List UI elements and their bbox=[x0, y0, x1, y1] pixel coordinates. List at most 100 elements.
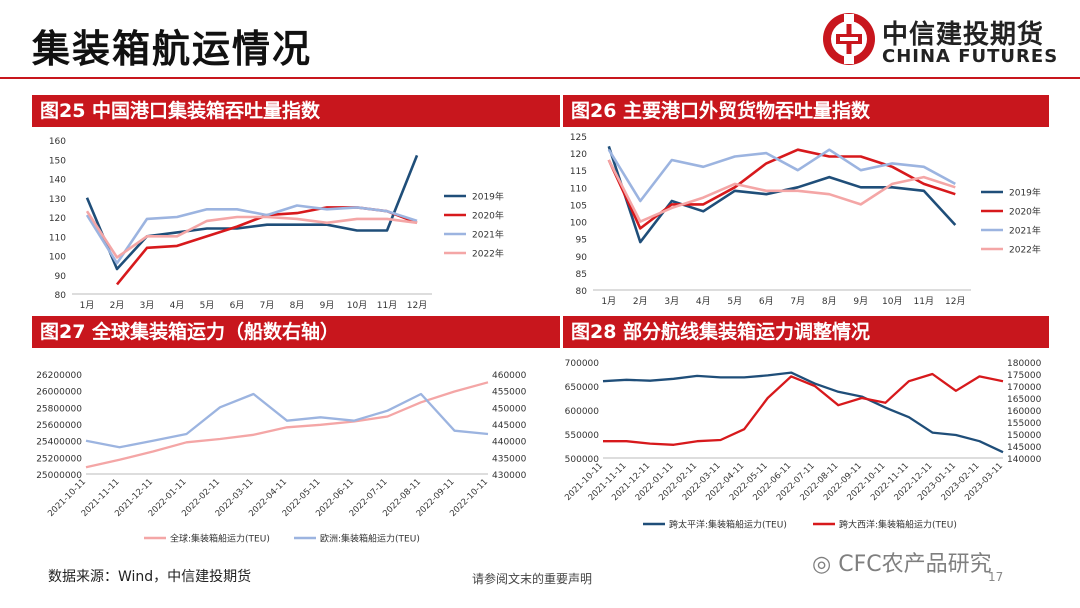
x-tick-label-0: 1月 bbox=[601, 296, 616, 307]
brand-logo: 中信建投期货 CHINA FUTURES bbox=[822, 12, 1062, 72]
series-line-1 bbox=[603, 372, 1004, 446]
x-tick-label-2: 3月 bbox=[664, 296, 679, 307]
y-tick-label-9: 125 bbox=[570, 133, 587, 143]
y-right-tick-label-3: 155000 bbox=[1007, 419, 1042, 429]
y-left-tick-label-4: 700000 bbox=[565, 359, 600, 369]
chart-fig26: 80 85 90 95 100 105 110 115 120 125 1月 2月 3月 4月 5月 6月 7月… bbox=[563, 128, 1049, 314]
y-right-tick-label-1: 435000 bbox=[492, 454, 527, 464]
y-tick-label-3: 95 bbox=[576, 236, 587, 246]
disclaimer-notice: 请参阅文末的重要声明 bbox=[472, 572, 593, 586]
series-line-0 bbox=[85, 154, 419, 271]
y-right-tick-label-0: 430000 bbox=[492, 471, 527, 481]
x-tick-label-10: 11月 bbox=[914, 296, 934, 307]
legend-label-3: 2022年 bbox=[472, 248, 504, 260]
y-tick-label-8: 120 bbox=[570, 150, 587, 160]
y-right-tick-label-0: 140000 bbox=[1007, 455, 1042, 465]
x-tick-label-9: 10月 bbox=[347, 300, 367, 311]
x-tick-label-8: 9月 bbox=[320, 300, 335, 311]
y-left-tick-label-1: 550000 bbox=[565, 431, 600, 441]
header-divider bbox=[0, 77, 1080, 79]
chart-fig27-svg: 25000000 25200000 25400000 25600000 25800000… bbox=[36, 371, 527, 545]
y-left-tick-label-4: 25800000 bbox=[36, 404, 82, 414]
y-tick-label-2: 100 bbox=[49, 253, 66, 263]
x-tick-label-8: 9月 bbox=[853, 296, 868, 307]
data-source: 数据来源：Wind，中信建投期货 bbox=[48, 569, 252, 585]
x-tick-label-4: 5月 bbox=[200, 300, 215, 311]
page-number: 17 bbox=[988, 570, 1004, 584]
legend-label-1: 2020年 bbox=[472, 210, 504, 222]
watermark: ◎ CFC农产品研究 bbox=[812, 546, 992, 578]
y-right-tick-label-7: 175000 bbox=[1007, 371, 1042, 381]
wechat-icon: ◎ bbox=[812, 552, 832, 577]
y-left-tick-label-5: 26000000 bbox=[36, 388, 82, 398]
x-tick-label-1: 2月 bbox=[633, 296, 648, 307]
y-left-tick-label-2: 600000 bbox=[565, 407, 600, 417]
y-right-tick-label-5: 165000 bbox=[1007, 395, 1042, 405]
x-tick-label-11: 12月 bbox=[945, 296, 965, 307]
y-right-tick-label-4: 450000 bbox=[492, 404, 527, 414]
y-right-tick-label-1: 145000 bbox=[1007, 443, 1042, 453]
chart-fig25-svg: 80 90 100 110 120 130 140 150 160 1月 2月 3月 4月 5月 6月 7月 8… bbox=[49, 137, 504, 311]
y-right-tick-label-3: 445000 bbox=[492, 421, 527, 431]
chart-banner-fig26: 图26 主要港口外贸货物吞吐量指数 bbox=[563, 95, 1049, 127]
legend-label-1: 欧洲:集装箱船运力(TEU) bbox=[320, 533, 420, 545]
y-tick-label-5: 130 bbox=[49, 195, 66, 205]
y-left-tick-label-3: 25600000 bbox=[36, 421, 82, 431]
logo-english-name: CHINA FUTURES bbox=[882, 46, 1059, 67]
logo-chinese-name: 中信建投期货 bbox=[882, 20, 1045, 50]
series-line-3 bbox=[607, 159, 956, 223]
legend-label-2: 2021年 bbox=[472, 229, 504, 241]
legend-label-0: 2019年 bbox=[472, 191, 504, 203]
y-right-tick-label-6: 170000 bbox=[1007, 383, 1042, 393]
citic-logo-icon bbox=[823, 13, 875, 65]
y-left-tick-label-6: 26200000 bbox=[36, 371, 82, 381]
x-tick-label-0: 1月 bbox=[80, 300, 95, 311]
x-tick-label-7: 8月 bbox=[290, 300, 305, 311]
y-right-tick-label-4: 160000 bbox=[1007, 407, 1042, 417]
series-line-1 bbox=[85, 392, 489, 449]
y-tick-label-4: 100 bbox=[570, 219, 587, 229]
x-tick-label-1: 2月 bbox=[110, 300, 125, 311]
y-tick-label-7: 115 bbox=[570, 167, 587, 177]
legend-label-3: 2022年 bbox=[1009, 244, 1041, 256]
x-tick-label-5: 6月 bbox=[759, 296, 774, 307]
chart-fig25: 80 90 100 110 120 130 140 150 160 1月 2月 3月 4月 5月 6月 7月 8… bbox=[32, 128, 560, 314]
y-tick-label-3: 110 bbox=[49, 233, 66, 243]
series-line-0 bbox=[602, 371, 1004, 454]
y-tick-label-2: 90 bbox=[576, 253, 588, 263]
x-tick-label-3: 4月 bbox=[696, 296, 711, 307]
y-right-tick-label-2: 440000 bbox=[492, 438, 527, 448]
y-left-tick-label-0: 500000 bbox=[565, 455, 600, 465]
page-title: 集装箱航运情况 bbox=[32, 27, 313, 71]
y-left-tick-label-1: 25200000 bbox=[36, 454, 82, 464]
series-line-3 bbox=[85, 210, 418, 259]
y-tick-label-6: 110 bbox=[570, 184, 587, 194]
y-tick-label-7: 150 bbox=[49, 156, 66, 166]
chart-fig27: 25000000 25200000 25400000 25600000 25800000… bbox=[32, 350, 560, 556]
legend-label-2: 2021年 bbox=[1009, 225, 1041, 237]
watermark-text: CFC农产品研究 bbox=[838, 552, 992, 577]
y-left-tick-label-2: 25400000 bbox=[36, 438, 82, 448]
chart-fig26-svg: 80 85 90 95 100 105 110 115 120 125 1月 2月 3月 4月 5月 6月 7月… bbox=[570, 133, 1041, 307]
legend-label-1: 2020年 bbox=[1009, 206, 1041, 218]
chart-banner-fig28: 图28 部分航线集装箱运力调整情况 bbox=[563, 316, 1049, 348]
y-tick-label-4: 120 bbox=[49, 214, 66, 224]
x-tick-label-4: 5月 bbox=[727, 296, 742, 307]
y-right-tick-label-5: 455000 bbox=[492, 388, 527, 398]
x-tick-label-9: 10月 bbox=[882, 296, 902, 307]
y-tick-label-0: 80 bbox=[55, 291, 67, 301]
x-tick-label-7: 8月 bbox=[822, 296, 837, 307]
x-tick-label-10: 11月 bbox=[377, 300, 397, 311]
legend-label-0: 全球:集装箱船运力(TEU) bbox=[170, 533, 270, 545]
chart-fig28: 500000 550000 600000 650000 700000 140000 1450… bbox=[563, 350, 1049, 540]
series-line-2 bbox=[85, 204, 418, 265]
legend-label-0: 跨太平洋:集装箱船运力(TEU) bbox=[669, 519, 787, 531]
y-tick-label-1: 85 bbox=[576, 270, 587, 280]
x-tick-label-6: 7月 bbox=[260, 300, 275, 311]
chart-banner-fig25: 图25 中国港口集装箱吞吐量指数 bbox=[32, 95, 560, 127]
y-right-tick-label-2: 150000 bbox=[1007, 431, 1042, 441]
chart-banner-fig27: 图27 全球集装箱运力（船数右轴） bbox=[32, 316, 560, 348]
series-line-1 bbox=[607, 148, 956, 230]
y-left-tick-label-0: 25000000 bbox=[36, 471, 82, 481]
y-left-tick-label-3: 650000 bbox=[565, 383, 600, 393]
